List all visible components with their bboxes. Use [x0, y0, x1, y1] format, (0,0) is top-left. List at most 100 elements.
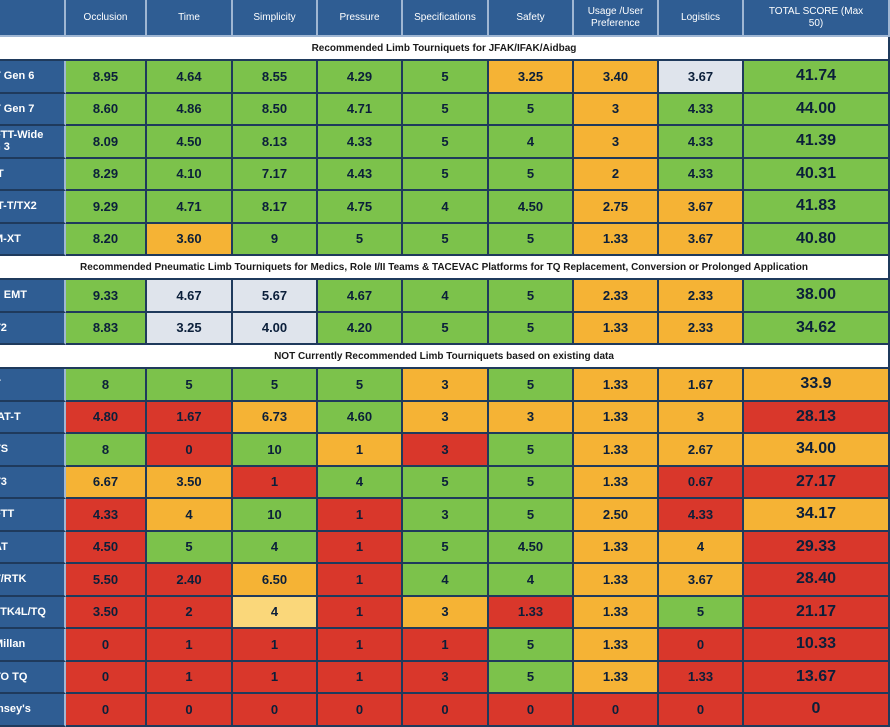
score-cell: 4.50 [66, 531, 147, 564]
score-cell: 1 [147, 661, 233, 694]
row-name: IT [0, 158, 66, 191]
score-cell: 0 [66, 661, 147, 694]
row-name-label: T Gen 6 [0, 70, 35, 83]
column-header: Pressure [318, 0, 403, 37]
row-name: msey's [0, 694, 66, 727]
score-cell: 3 [574, 93, 659, 126]
score-cell: 4.33 [659, 93, 744, 126]
score-cell: 5 [489, 434, 574, 467]
score-cell: 5 [489, 223, 574, 256]
total-score-cell: 34.62 [744, 312, 890, 345]
score-cell: 1.33 [574, 434, 659, 467]
total-score-cell: 28.13 [744, 401, 890, 434]
row-name-label: Millan [0, 638, 26, 651]
score-cell: 4.86 [147, 93, 233, 126]
score-cell: 5 [233, 369, 318, 402]
score-cell: 0 [147, 694, 233, 727]
score-cell: 3 [403, 369, 489, 402]
score-cell: 1.33 [659, 661, 744, 694]
score-cell: 1 [318, 629, 403, 662]
score-cell: 7.17 [233, 158, 318, 191]
row-name: M-XT [0, 223, 66, 256]
score-cell: 6.73 [233, 401, 318, 434]
score-cell: 1 [318, 531, 403, 564]
row-name: T Gen 7 [0, 93, 66, 126]
row-name-label: IT [0, 168, 4, 180]
column-header: Usage /User Preference [574, 0, 659, 37]
score-cell: 1.67 [147, 401, 233, 434]
score-cell: 2.33 [659, 280, 744, 313]
row-name-label: FTT-Wide n 3 [0, 129, 44, 154]
row-name: FTT-Wide n 3 [0, 126, 66, 159]
score-cell: 4 [233, 596, 318, 629]
score-cell: 5 [489, 661, 574, 694]
score-cell: 4.20 [318, 312, 403, 345]
score-cell: 5 [489, 280, 574, 313]
score-cell: 1 [318, 564, 403, 597]
score-cell: 6.50 [233, 564, 318, 597]
score-cell: 5 [147, 369, 233, 402]
score-cell: 2.33 [659, 312, 744, 345]
score-cell: 1.33 [574, 531, 659, 564]
score-cell: 4.71 [318, 93, 403, 126]
score-cell: 5.67 [233, 280, 318, 313]
score-cell: 3 [403, 596, 489, 629]
row-name-label: T3 [0, 475, 7, 488]
score-cell: 1 [318, 499, 403, 532]
score-cell: 3.67 [659, 564, 744, 597]
score-cell: 8.29 [66, 158, 147, 191]
total-score-cell: 41.74 [744, 61, 890, 94]
score-cell: 4.33 [318, 126, 403, 159]
score-cell: 1.33 [574, 564, 659, 597]
score-cell: 5 [318, 369, 403, 402]
row-name-label: I/TK4L/TQ [0, 605, 46, 618]
row-name-label: T/RTK [0, 573, 27, 586]
score-cell: 4 [403, 280, 489, 313]
score-cell: 8.17 [233, 191, 318, 224]
score-cell: 3.50 [147, 466, 233, 499]
score-cell: 1 [233, 629, 318, 662]
score-cell: 8.09 [66, 126, 147, 159]
score-cell: 1.33 [574, 223, 659, 256]
score-cell: 10 [233, 434, 318, 467]
column-header: Logistics [659, 0, 744, 37]
score-cell: 5 [489, 466, 574, 499]
score-cell: 8.95 [66, 61, 147, 94]
score-cell: 4.33 [66, 499, 147, 532]
score-cell: 3.67 [659, 61, 744, 94]
total-score-cell: 44.00 [744, 93, 890, 126]
row-name-label: fi EMT [0, 289, 27, 302]
score-cell: 4.64 [147, 61, 233, 94]
row-name: /AT-T [0, 401, 66, 434]
score-cell: 1.33 [574, 401, 659, 434]
score-cell: 0 [659, 629, 744, 662]
row-name-label: T [0, 378, 1, 390]
score-cell: 5.50 [66, 564, 147, 597]
score-cell: 4 [147, 499, 233, 532]
score-cell: 0 [318, 694, 403, 727]
total-score-cell: 28.40 [744, 564, 890, 597]
score-cell: 5 [489, 629, 574, 662]
score-cell: 10 [233, 499, 318, 532]
column-header: Specifications [403, 0, 489, 37]
score-cell: 9.33 [66, 280, 147, 313]
score-cell: 4.50 [147, 126, 233, 159]
score-cell: 5 [489, 158, 574, 191]
score-cell: 4.43 [318, 158, 403, 191]
score-cell: 0.67 [659, 466, 744, 499]
score-cell: 5 [403, 93, 489, 126]
score-cell: 3 [403, 434, 489, 467]
score-cell: 8.50 [233, 93, 318, 126]
score-cell: 1.33 [574, 629, 659, 662]
score-cell: 0 [147, 434, 233, 467]
score-cell: 0 [403, 694, 489, 727]
score-cell: 5 [403, 466, 489, 499]
total-score-cell: 27.17 [744, 466, 890, 499]
row-name: T2 [0, 312, 66, 345]
score-cell: 3 [403, 499, 489, 532]
row-name: T3 [0, 466, 66, 499]
column-header: Safety [489, 0, 574, 37]
total-score-cell: 21.17 [744, 596, 890, 629]
row-name: FTT [0, 499, 66, 532]
row-name: fi EMT [0, 280, 66, 313]
